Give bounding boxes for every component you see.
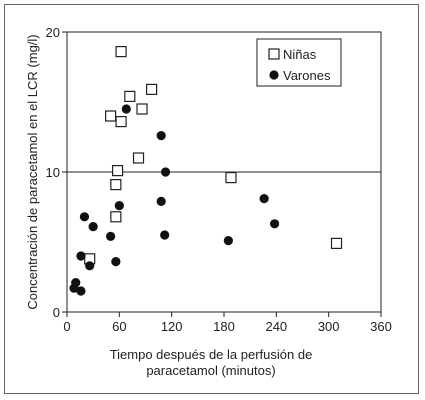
x-tick-label: 240 <box>265 319 287 334</box>
x-tick-label: 180 <box>213 319 235 334</box>
x-axis-title-line-1: Tiempo después de la perfusión de <box>110 347 313 362</box>
varones-point <box>223 236 233 246</box>
varones-point <box>76 286 86 296</box>
varones-point <box>106 231 116 241</box>
ninas-point <box>111 165 124 177</box>
ninas-point <box>225 172 237 184</box>
x-tick-label: 360 <box>370 319 392 334</box>
legend: Niñas Varones <box>256 38 342 87</box>
y-tick-label: 20 <box>46 25 60 40</box>
varones-point <box>121 104 131 114</box>
varones-point <box>79 212 90 222</box>
ninas-point <box>110 211 122 223</box>
varones-point <box>156 131 166 141</box>
varones-point <box>85 261 95 271</box>
x-tick-label: 120 <box>161 319 183 334</box>
varones-point <box>111 257 121 267</box>
ninas-point <box>115 115 127 128</box>
legend-ninas-marker <box>268 48 280 60</box>
varones-point <box>76 251 86 261</box>
varones-point <box>156 196 166 206</box>
ninas-point <box>124 90 136 103</box>
legend-varones-marker <box>269 70 279 80</box>
ninas-point <box>330 237 343 249</box>
ninas-point <box>115 45 127 58</box>
x-axis-title-line-2: paracetamol (minutos) <box>146 363 275 378</box>
y-axis-title: Concentración de paracetamol en el LCR (… <box>25 34 40 309</box>
chart-frame <box>4 4 419 394</box>
ninas-point <box>146 83 158 96</box>
varones-point <box>160 230 170 240</box>
x-tick-label: 0 <box>63 319 70 334</box>
varones-point <box>269 219 280 229</box>
y-tick-label: 10 <box>46 165 60 180</box>
ninas-point <box>105 110 117 122</box>
varones-point <box>69 283 79 293</box>
ninas-point <box>132 152 145 164</box>
varones-point <box>114 201 124 211</box>
varones-point <box>160 167 171 177</box>
x-tick-label: 60 <box>112 319 126 334</box>
legend-label: Niñas <box>283 47 317 62</box>
ninas-point <box>110 179 122 191</box>
ninas-point <box>136 103 148 115</box>
x-tick-label: 300 <box>318 319 340 334</box>
legend-label: Varones <box>283 68 331 83</box>
y-tick-label: 0 <box>53 305 60 320</box>
varones-point <box>88 222 98 232</box>
varones-point <box>259 194 269 204</box>
